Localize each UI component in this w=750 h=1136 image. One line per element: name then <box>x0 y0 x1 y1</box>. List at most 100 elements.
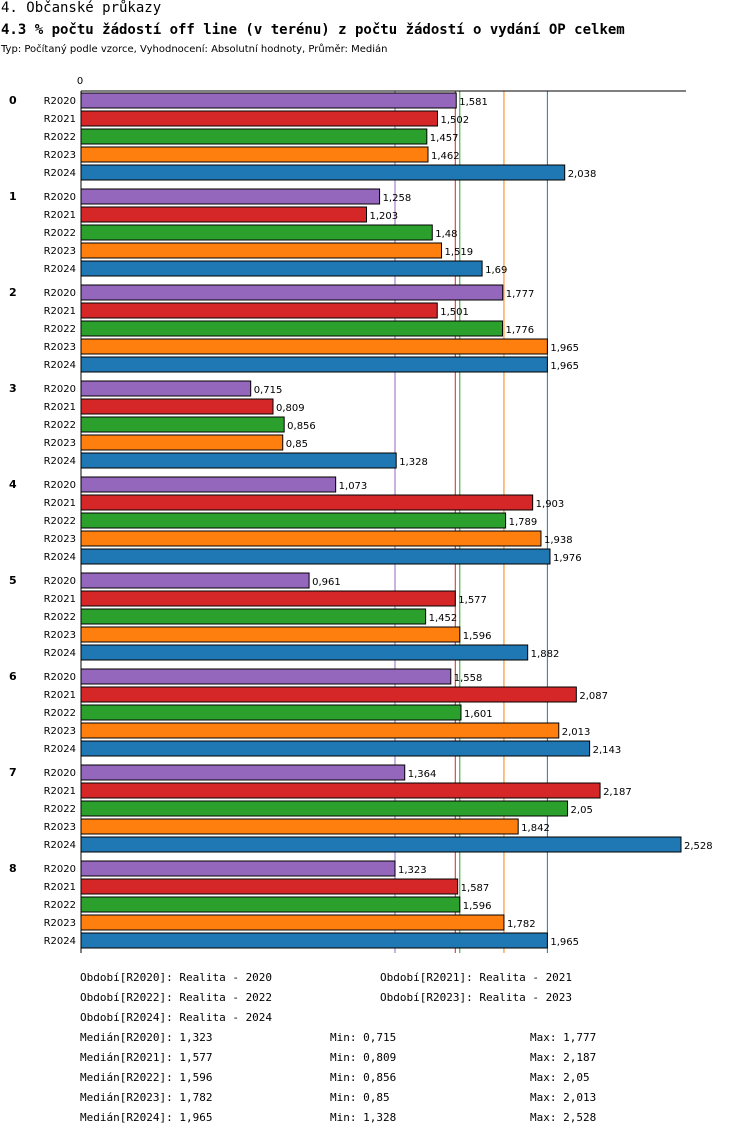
series-label: R2022 <box>44 612 76 623</box>
bar <box>80 146 429 163</box>
bar <box>80 302 438 319</box>
data-label: 1,882 <box>531 649 560 660</box>
data-label: 1,48 <box>435 229 457 240</box>
series-label: R2022 <box>44 804 76 815</box>
bar <box>80 860 396 877</box>
legend-entry: Období[R2024]: Realita - 2024 <box>80 1011 273 1024</box>
data-label: 1,323 <box>398 865 427 876</box>
data-label: 1,601 <box>464 709 493 720</box>
bar <box>80 110 438 127</box>
series-label: R2020 <box>44 288 76 299</box>
data-label: 1,69 <box>485 265 507 276</box>
legend-entry: Období[R2020]: Realita - 2020 <box>80 971 273 984</box>
stat-max: Max: 2,528 <box>530 1111 597 1124</box>
data-label: 0,715 <box>254 385 283 396</box>
series-label: R2020 <box>44 384 76 395</box>
bar <box>80 206 368 223</box>
series-label: R2022 <box>44 228 76 239</box>
data-label: 0,85 <box>286 439 308 450</box>
series-label: R2024 <box>44 360 76 371</box>
series-label: R2020 <box>44 192 76 203</box>
bar <box>80 818 519 835</box>
data-label: 1,577 <box>458 595 487 606</box>
data-label: 2,187 <box>603 787 632 798</box>
bar <box>80 128 428 145</box>
series-label: R2023 <box>44 342 76 353</box>
data-label: 2,087 <box>579 691 608 702</box>
data-label: 1,777 <box>506 289 535 300</box>
bar <box>80 932 548 949</box>
series-label: R2023 <box>44 726 76 737</box>
data-label: 0,961 <box>312 577 341 588</box>
bar <box>80 914 505 931</box>
bar <box>80 626 461 643</box>
chart-subtitle: Typ: Počítaný podle vzorce, Vyhodnocení:… <box>1 44 388 55</box>
legend-entry: Období[R2022]: Realita - 2022 <box>80 991 273 1004</box>
bar <box>80 740 591 757</box>
bar <box>80 878 459 895</box>
stat-max: Max: 2,187 <box>530 1051 597 1064</box>
series-label: R2021 <box>44 306 76 317</box>
data-label: 1,519 <box>445 247 474 258</box>
bar <box>80 188 381 205</box>
data-label: 1,976 <box>553 553 582 564</box>
data-label: 1,782 <box>507 919 536 930</box>
data-label: 1,965 <box>550 343 579 354</box>
series-label: R2020 <box>44 768 76 779</box>
data-label: 1,965 <box>550 361 579 372</box>
data-label: 1,581 <box>459 97 488 108</box>
section-heading: 4. Občanské průkazy <box>1 0 162 16</box>
series-label: R2022 <box>44 132 76 143</box>
bar <box>80 572 310 589</box>
series-label: R2023 <box>44 438 76 449</box>
series-label: R2024 <box>44 936 76 947</box>
bar <box>80 782 601 799</box>
bar <box>80 224 433 241</box>
series-label: R2021 <box>44 498 76 509</box>
data-label: 1,965 <box>550 937 579 948</box>
data-label: 0,856 <box>287 421 316 432</box>
data-label: 1,842 <box>521 823 550 834</box>
series-label: R2020 <box>44 480 76 491</box>
stat-max: Max: 2,05 <box>530 1071 590 1084</box>
series-label: R2022 <box>44 324 76 335</box>
legend-entry: Období[R2021]: Realita - 2021 <box>380 971 573 984</box>
data-label: 1,364 <box>408 769 437 780</box>
series-label: R2020 <box>44 672 76 683</box>
stat-max: Max: 1,777 <box>530 1031 597 1044</box>
series-label: R2024 <box>44 552 76 563</box>
bar <box>80 590 456 607</box>
bar <box>80 338 548 355</box>
group-label: 1 <box>9 190 17 203</box>
chart-title: 4.3 % počtu žádostí off line (v terénu) … <box>1 22 625 38</box>
data-label: 1,258 <box>383 193 412 204</box>
series-label: R2023 <box>44 534 76 545</box>
group-label: 5 <box>9 574 17 587</box>
data-label: 1,502 <box>440 115 469 126</box>
data-label: 1,452 <box>429 613 458 624</box>
data-label: 0,809 <box>276 403 305 414</box>
series-label: R2021 <box>44 594 76 605</box>
series-label: R2024 <box>44 648 76 659</box>
stat-median: Medián[R2023]: 1,782 <box>80 1091 213 1104</box>
series-label: R2020 <box>44 96 76 107</box>
series-label: R2021 <box>44 114 76 125</box>
series-label: R2021 <box>44 690 76 701</box>
bar <box>80 608 427 625</box>
bar <box>80 260 483 277</box>
series-label: R2024 <box>44 744 76 755</box>
bar <box>80 800 569 817</box>
legend-entry: Období[R2023]: Realita - 2023 <box>380 991 573 1004</box>
bar <box>80 164 566 181</box>
data-label: 2,143 <box>593 745 622 756</box>
group-label: 6 <box>9 670 17 683</box>
series-label: R2024 <box>44 168 76 179</box>
bar <box>80 242 443 259</box>
data-label: 1,596 <box>463 631 492 642</box>
series-label: R2021 <box>44 786 76 797</box>
bar <box>80 668 452 685</box>
stat-min: Min: 0,809 <box>330 1051 397 1064</box>
series-label: R2023 <box>44 822 76 833</box>
group-label: 8 <box>9 862 17 875</box>
stat-median: Medián[R2024]: 1,965 <box>80 1111 213 1124</box>
